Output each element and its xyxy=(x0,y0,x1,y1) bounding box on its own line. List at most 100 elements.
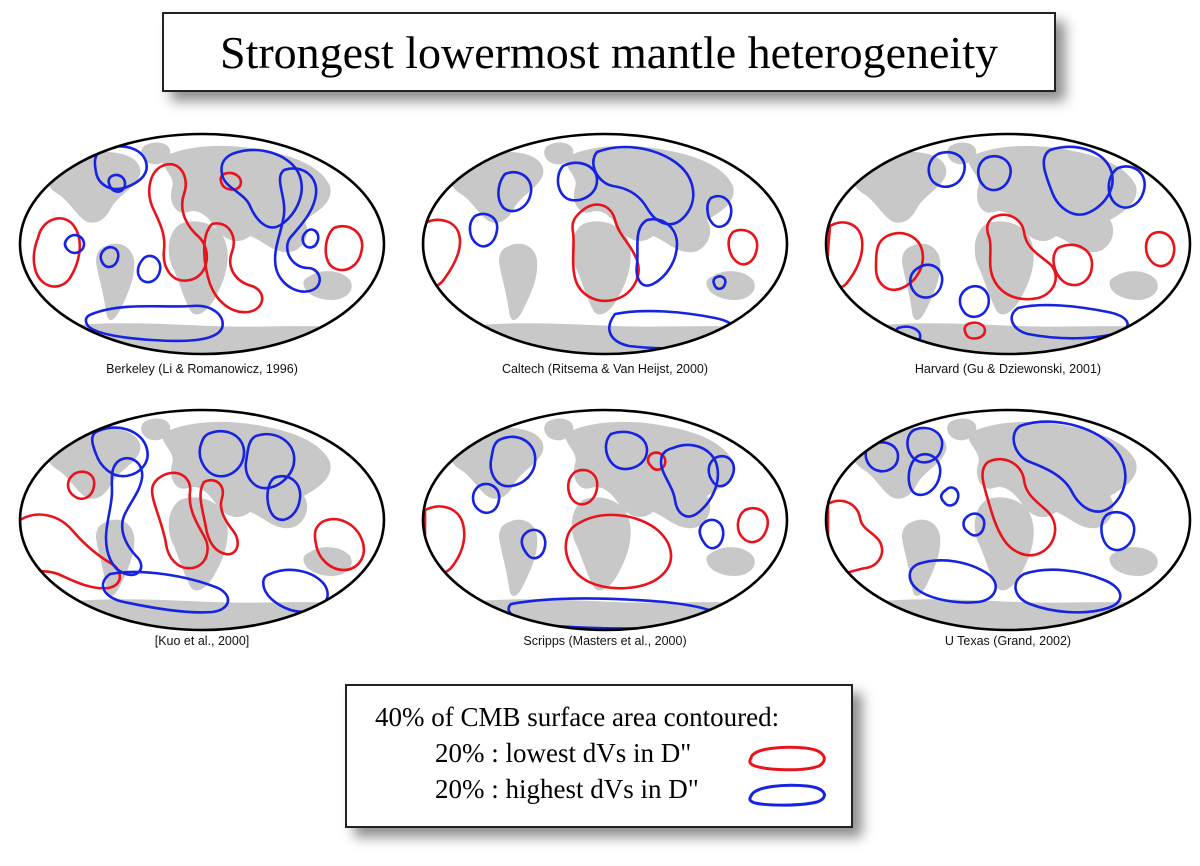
high-velocity-contour xyxy=(1012,420,1127,513)
map-caption-berkeley: Berkeley (Li & Romanowicz, 1996) xyxy=(106,362,298,376)
high-velocity-contour xyxy=(136,254,162,284)
high-velocity-contour xyxy=(604,430,649,471)
landmass xyxy=(974,497,1034,591)
high-velocity-contour xyxy=(63,233,86,255)
landmass xyxy=(706,271,755,300)
map-caltech xyxy=(421,132,789,356)
low-velocity-contour xyxy=(199,478,239,556)
landmass xyxy=(853,151,947,223)
map-panel-scripps xyxy=(415,404,795,636)
high-velocity-contour xyxy=(976,155,1012,192)
legend-label-lowest: 20% : lowest dVs in D" xyxy=(435,738,692,768)
map-outline xyxy=(421,408,789,632)
landmass xyxy=(1109,271,1158,300)
high-velocity-contour xyxy=(962,512,986,537)
legend-box: 40% of CMB surface area contoured: 20% :… xyxy=(345,684,853,828)
high-velocity-contour xyxy=(220,148,303,229)
low-velocity-contour xyxy=(874,231,925,291)
landmass xyxy=(947,418,977,441)
high-velocity-contour xyxy=(471,482,501,514)
map-outline xyxy=(18,132,386,356)
landmass xyxy=(853,427,947,499)
legend-swatch-red xyxy=(748,745,826,772)
map-outline xyxy=(824,132,1192,356)
high-velocity-contour xyxy=(958,285,991,319)
landmass xyxy=(902,519,941,597)
low-velocity-contour xyxy=(202,222,264,314)
low-velocity-contour xyxy=(564,513,673,590)
low-velocity-contour xyxy=(66,470,96,500)
landmass xyxy=(141,418,171,441)
high-velocity-contour xyxy=(556,161,599,202)
high-velocity-contour xyxy=(906,426,944,464)
map-outline xyxy=(824,408,1192,632)
landmass xyxy=(902,243,941,321)
landmass xyxy=(450,427,544,499)
landmass xyxy=(47,151,141,223)
low-velocity-contour xyxy=(566,468,599,506)
high-velocity-contour xyxy=(707,454,736,488)
legend-heading: 40% of CMB surface area contoured: xyxy=(375,702,780,732)
landmass xyxy=(47,427,141,499)
legend-swatch-blue xyxy=(748,783,826,807)
high-velocity-contour xyxy=(266,475,302,521)
landmass xyxy=(571,221,631,315)
low-velocity-contour xyxy=(219,171,243,191)
map-scripps xyxy=(421,408,789,632)
high-velocity-contour xyxy=(635,217,679,287)
landmass xyxy=(450,151,544,223)
low-velocity-contour xyxy=(150,471,209,570)
high-velocity-contour xyxy=(908,263,944,299)
low-velocity-contour xyxy=(727,228,759,266)
low-velocity-contour xyxy=(313,517,365,572)
landmass xyxy=(96,243,135,321)
high-velocity-contour xyxy=(198,429,246,478)
landmass xyxy=(706,547,755,576)
landmass xyxy=(1109,547,1158,576)
high-velocity-contour xyxy=(468,212,499,248)
high-velocity-contour xyxy=(927,151,966,188)
landmass xyxy=(858,599,1158,630)
low-velocity-contour xyxy=(20,513,122,590)
map-panel-utexas xyxy=(818,404,1198,636)
high-velocity-contour xyxy=(1100,511,1136,552)
high-velocity-contour xyxy=(659,443,720,518)
landmass xyxy=(565,145,734,253)
high-velocity-contour xyxy=(301,228,320,249)
legend-label-highest: 20% : highest dVs in D" xyxy=(435,774,699,804)
high-velocity-contour xyxy=(706,194,733,228)
map-caption-scripps: Scripps (Masters et al., 2000) xyxy=(523,634,687,648)
low-velocity-contour xyxy=(981,457,1057,557)
map-berkeley xyxy=(18,132,386,356)
low-velocity-contour xyxy=(324,225,364,272)
low-velocity-contour xyxy=(32,217,82,288)
map-panel-kuo xyxy=(12,404,392,636)
high-velocity-contour xyxy=(908,559,998,604)
map-panel-caltech xyxy=(415,128,795,360)
high-velocity-contour xyxy=(939,486,960,507)
high-velocity-contour xyxy=(90,426,149,478)
low-velocity-contour xyxy=(571,203,640,303)
high-velocity-contour xyxy=(698,518,725,550)
low-velocity-contour xyxy=(963,321,987,340)
landmass xyxy=(455,323,755,354)
landmass xyxy=(499,243,538,321)
page-title: Strongest lowermost mantle heterogeneity xyxy=(220,26,998,78)
map-caption-harvard: Harvard (Gu & Dziewonski, 2001) xyxy=(914,362,1102,376)
landmass xyxy=(141,142,171,165)
map-caption-kuo: [Kuo et al., 2000] xyxy=(154,634,250,648)
high-velocity-contour xyxy=(1014,568,1122,614)
high-velocity-contour xyxy=(107,173,127,193)
landmass xyxy=(455,599,755,630)
map-caption-utexas: U Texas (Grand, 2002) xyxy=(944,634,1072,648)
map-panel-harvard xyxy=(818,128,1198,360)
map-kuo xyxy=(18,408,386,632)
landmass xyxy=(544,142,574,165)
high-velocity-contour xyxy=(1042,145,1114,216)
low-velocity-contour xyxy=(148,162,209,282)
map-content xyxy=(20,418,365,630)
legend-swatch-red-loop xyxy=(748,745,826,772)
high-velocity-contour xyxy=(1107,165,1146,209)
map-panel-berkeley xyxy=(12,128,392,360)
map-caption-caltech: Caltech (Ritsema & Van Heijst, 2000) xyxy=(501,362,709,376)
